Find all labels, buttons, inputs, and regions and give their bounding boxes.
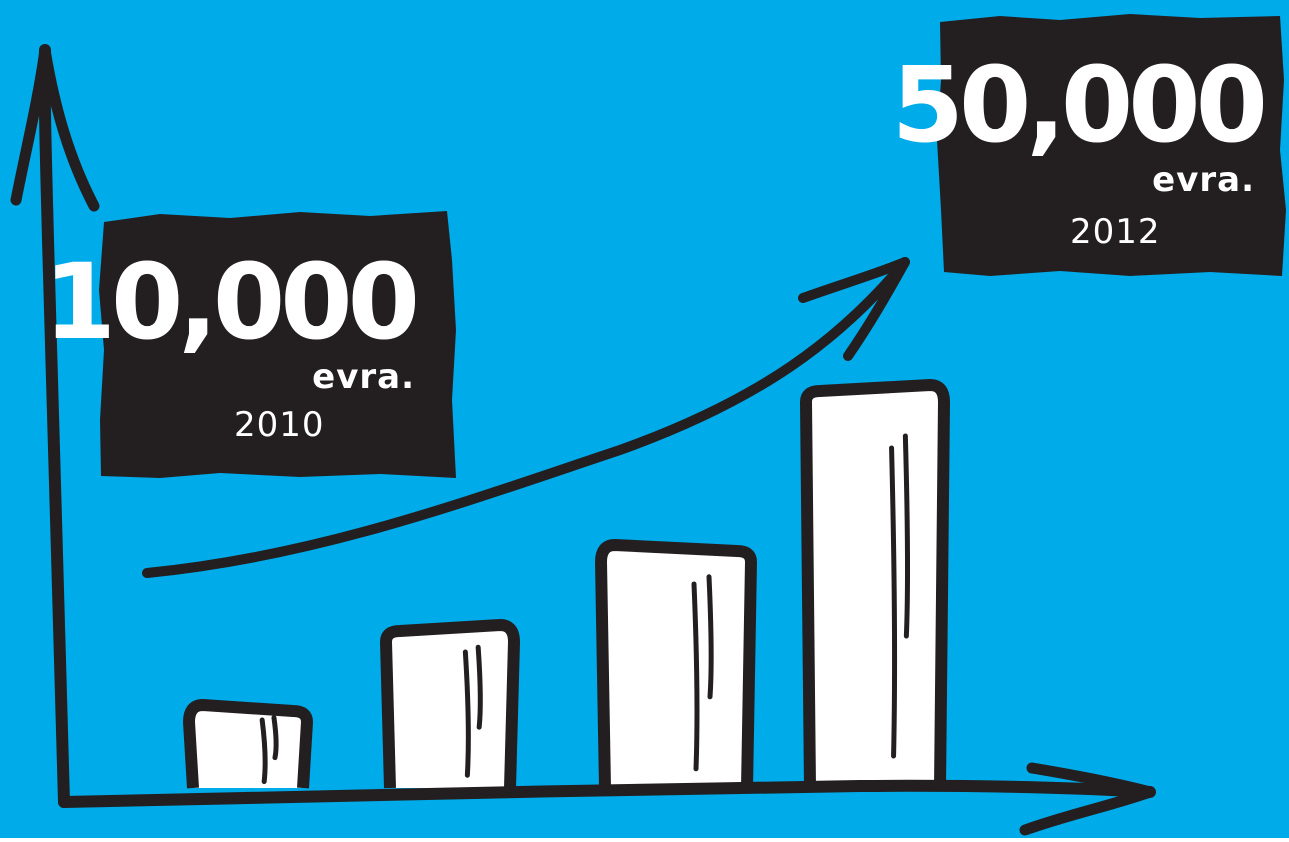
bar-2 <box>380 619 520 789</box>
callout-box-2012 <box>937 14 1286 276</box>
callout-box-2010 <box>99 211 456 478</box>
annotation-year-2010: 2010 <box>234 405 325 445</box>
y-axis <box>38 44 70 808</box>
bar-3 <box>595 539 757 789</box>
bar-sketch-line-short-2 <box>475 644 483 730</box>
bar-sketch-line-2 <box>462 649 471 778</box>
x-axis-arrowhead <box>1019 762 1156 836</box>
bar-sketch-line-1 <box>259 717 268 785</box>
bar-body-2 <box>380 619 520 789</box>
bar-body-4 <box>800 379 950 789</box>
y-axis-arrowhead <box>10 44 100 212</box>
bar-sketch-line-4 <box>889 445 898 759</box>
annotation-amount-2010: 10,000 <box>43 241 420 363</box>
bar-1 <box>183 699 313 789</box>
annotation-year-2012: 2012 <box>1070 212 1161 252</box>
bar-sketch-line-short-1 <box>271 715 279 761</box>
bar-body-1 <box>183 699 313 789</box>
bar-sketch-line-short-4 <box>902 433 910 639</box>
trend-arrowhead <box>798 257 910 361</box>
bar-sketch-line-short-3 <box>706 574 714 700</box>
bar-4 <box>800 379 950 789</box>
annotation-2012: 50,000 evra. 2012 <box>892 15 1289 280</box>
annotation-2010: 10,000 evra. 2010 <box>44 210 455 480</box>
trend-arrow-line <box>142 257 910 578</box>
bar-sketch-line-3 <box>691 581 700 772</box>
annotation-amount-2012: 50,000 <box>891 44 1268 166</box>
x-axis <box>58 779 1156 808</box>
bar-body-3 <box>595 539 757 789</box>
bars-layer <box>183 379 950 789</box>
annotation-unit-2012: evra. <box>1152 160 1255 200</box>
annotation-unit-2010: evra. <box>312 357 415 397</box>
